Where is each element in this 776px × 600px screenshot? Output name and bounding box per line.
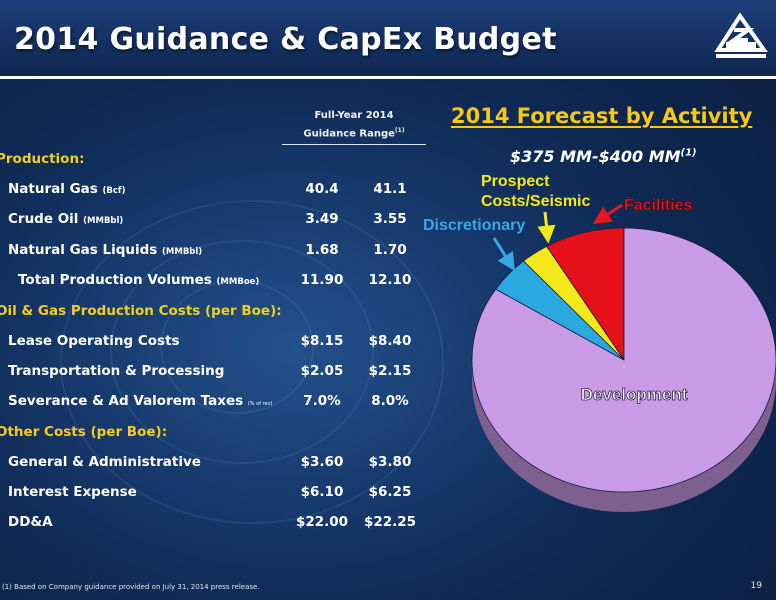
row-value-high: 8.0% <box>371 393 409 409</box>
column-header-line1: Full-Year 2014 <box>314 110 394 121</box>
table-row: General & Administrative $3.60 $3.80 <box>0 454 440 474</box>
slide-title: 2014 Guidance & CapEx Budget <box>14 22 557 57</box>
table-row: Natural Gas (Bcf) 40.4 41.1 <box>0 181 440 201</box>
row-value-high: $8.40 <box>368 333 412 349</box>
row-label: General & Administrative <box>8 454 201 470</box>
slice-label-prospect-line1: Prospect <box>481 173 550 190</box>
guidance-column-header: Full-Year 2014 Guidance Range(1) <box>282 108 426 146</box>
chart-subtitle: $375 MM-$400 MM(1) <box>510 147 697 166</box>
table-row: Lease Operating Costs $8.15 $8.40 <box>0 333 440 353</box>
section-heading-production-costs: Oil & Gas Production Costs (per Boe): <box>0 303 282 319</box>
row-unit: (% of rev) <box>247 401 273 407</box>
background-swirl <box>110 240 374 464</box>
discretionary-arrow <box>492 237 515 272</box>
table-row: Crude Oil (MMBbl) 3.49 3.55 <box>0 211 440 231</box>
table-row: Severance & Ad Valorem Taxes (% of rev) … <box>0 393 440 413</box>
row-label: Natural Gas <box>8 181 98 197</box>
row-unit: (MMBoe) <box>216 277 260 287</box>
row-label: DD&A <box>8 514 53 530</box>
row-value-high: $6.25 <box>368 484 412 500</box>
row-value-low: 40.4 <box>305 181 339 197</box>
row-label: Crude Oil <box>8 211 79 227</box>
row-unit: (MMBbl) <box>162 247 203 257</box>
pie-slice-development <box>471 227 776 493</box>
row-label: Total Production Volumes <box>18 272 212 288</box>
row-value-high: 41.1 <box>373 181 407 197</box>
row-label: Natural Gas Liquids <box>8 242 158 258</box>
chart-subtitle-note: (1) <box>680 147 697 159</box>
column-header-line2: Guidance Range <box>303 128 395 140</box>
background-swirl <box>160 280 314 414</box>
row-label: Interest Expense <box>8 484 137 500</box>
row-label: Lease Operating Costs <box>8 333 180 349</box>
slice-label-discretionary: Discretionary <box>423 217 525 234</box>
row-value-low: $2.05 <box>300 363 344 379</box>
row-value-high: 3.55 <box>373 211 407 227</box>
row-value-high: 1.70 <box>373 242 407 258</box>
column-header-note: (1) <box>394 127 405 134</box>
table-row: Total Production Volumes (MMBoe) 11.90 1… <box>0 272 440 292</box>
row-label: Transportation & Processing <box>8 363 225 379</box>
row-value-high: $3.80 <box>368 454 412 470</box>
row-value-low: $6.10 <box>300 484 344 500</box>
chart-subtitle-text: $375 MM-$400 MM <box>510 147 681 166</box>
slide-header: 2014 Guidance & CapEx Budget <box>0 0 776 79</box>
row-value-low: 11.90 <box>300 272 344 288</box>
table-row: Natural Gas Liquids (MMBbl) 1.68 1.70 <box>0 242 440 262</box>
row-value-low: $8.15 <box>300 333 344 349</box>
row-label: Severance & Ad Valorem Taxes <box>8 393 244 409</box>
slice-label-development: Development <box>581 385 688 404</box>
row-value-low: 3.49 <box>305 211 339 227</box>
row-value-low: $3.60 <box>300 454 344 470</box>
facilities-arrow <box>592 203 623 224</box>
company-logo-icon <box>714 12 768 58</box>
row-value-high: $2.15 <box>368 363 412 379</box>
row-unit: (Bcf) <box>102 186 126 196</box>
chart-title: 2014 Forecast by Activity <box>451 104 753 128</box>
section-heading-production: Production: <box>0 151 85 167</box>
row-value-high: $22.25 <box>363 514 417 530</box>
row-unit: (MMBbl) <box>83 216 124 226</box>
section-heading-other-costs: Other Costs (per Boe): <box>0 424 168 440</box>
page-number: 19 <box>750 581 762 591</box>
footnote: (1) Based on Company guidance provided o… <box>2 583 260 591</box>
table-row: DD&A $22.00 $22.25 <box>0 514 440 534</box>
table-row: Transportation & Processing $2.05 $2.15 <box>0 363 440 383</box>
slice-label-prospect-line2: Costs/Seismic <box>481 193 590 210</box>
slice-label-facilities: Facilities <box>624 197 693 214</box>
table-row: Interest Expense $6.10 $6.25 <box>0 484 440 504</box>
prospect-arrow <box>537 211 556 244</box>
background-swirl <box>60 200 444 524</box>
row-value-high: 12.10 <box>368 272 412 288</box>
row-value-low: 1.68 <box>305 242 339 258</box>
row-value-low: 7.0% <box>303 393 341 409</box>
row-value-low: $22.00 <box>295 514 349 530</box>
